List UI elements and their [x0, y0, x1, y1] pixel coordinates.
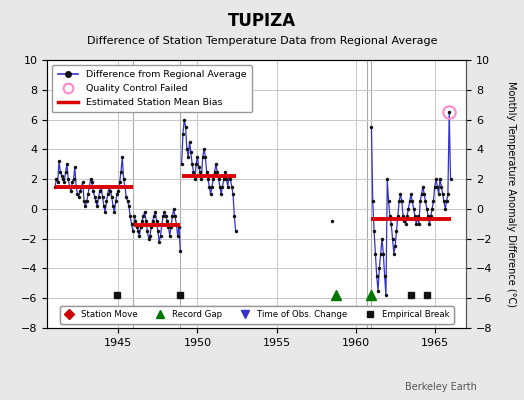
Y-axis label: Monthly Temperature Anomaly Difference (°C): Monthly Temperature Anomaly Difference (… [507, 81, 517, 307]
Text: Berkeley Earth: Berkeley Earth [405, 382, 477, 392]
Text: TUPIZA: TUPIZA [228, 12, 296, 30]
Legend: Station Move, Record Gap, Time of Obs. Change, Empirical Break: Station Move, Record Gap, Time of Obs. C… [60, 306, 454, 324]
Text: Difference of Station Temperature Data from Regional Average: Difference of Station Temperature Data f… [87, 36, 437, 46]
